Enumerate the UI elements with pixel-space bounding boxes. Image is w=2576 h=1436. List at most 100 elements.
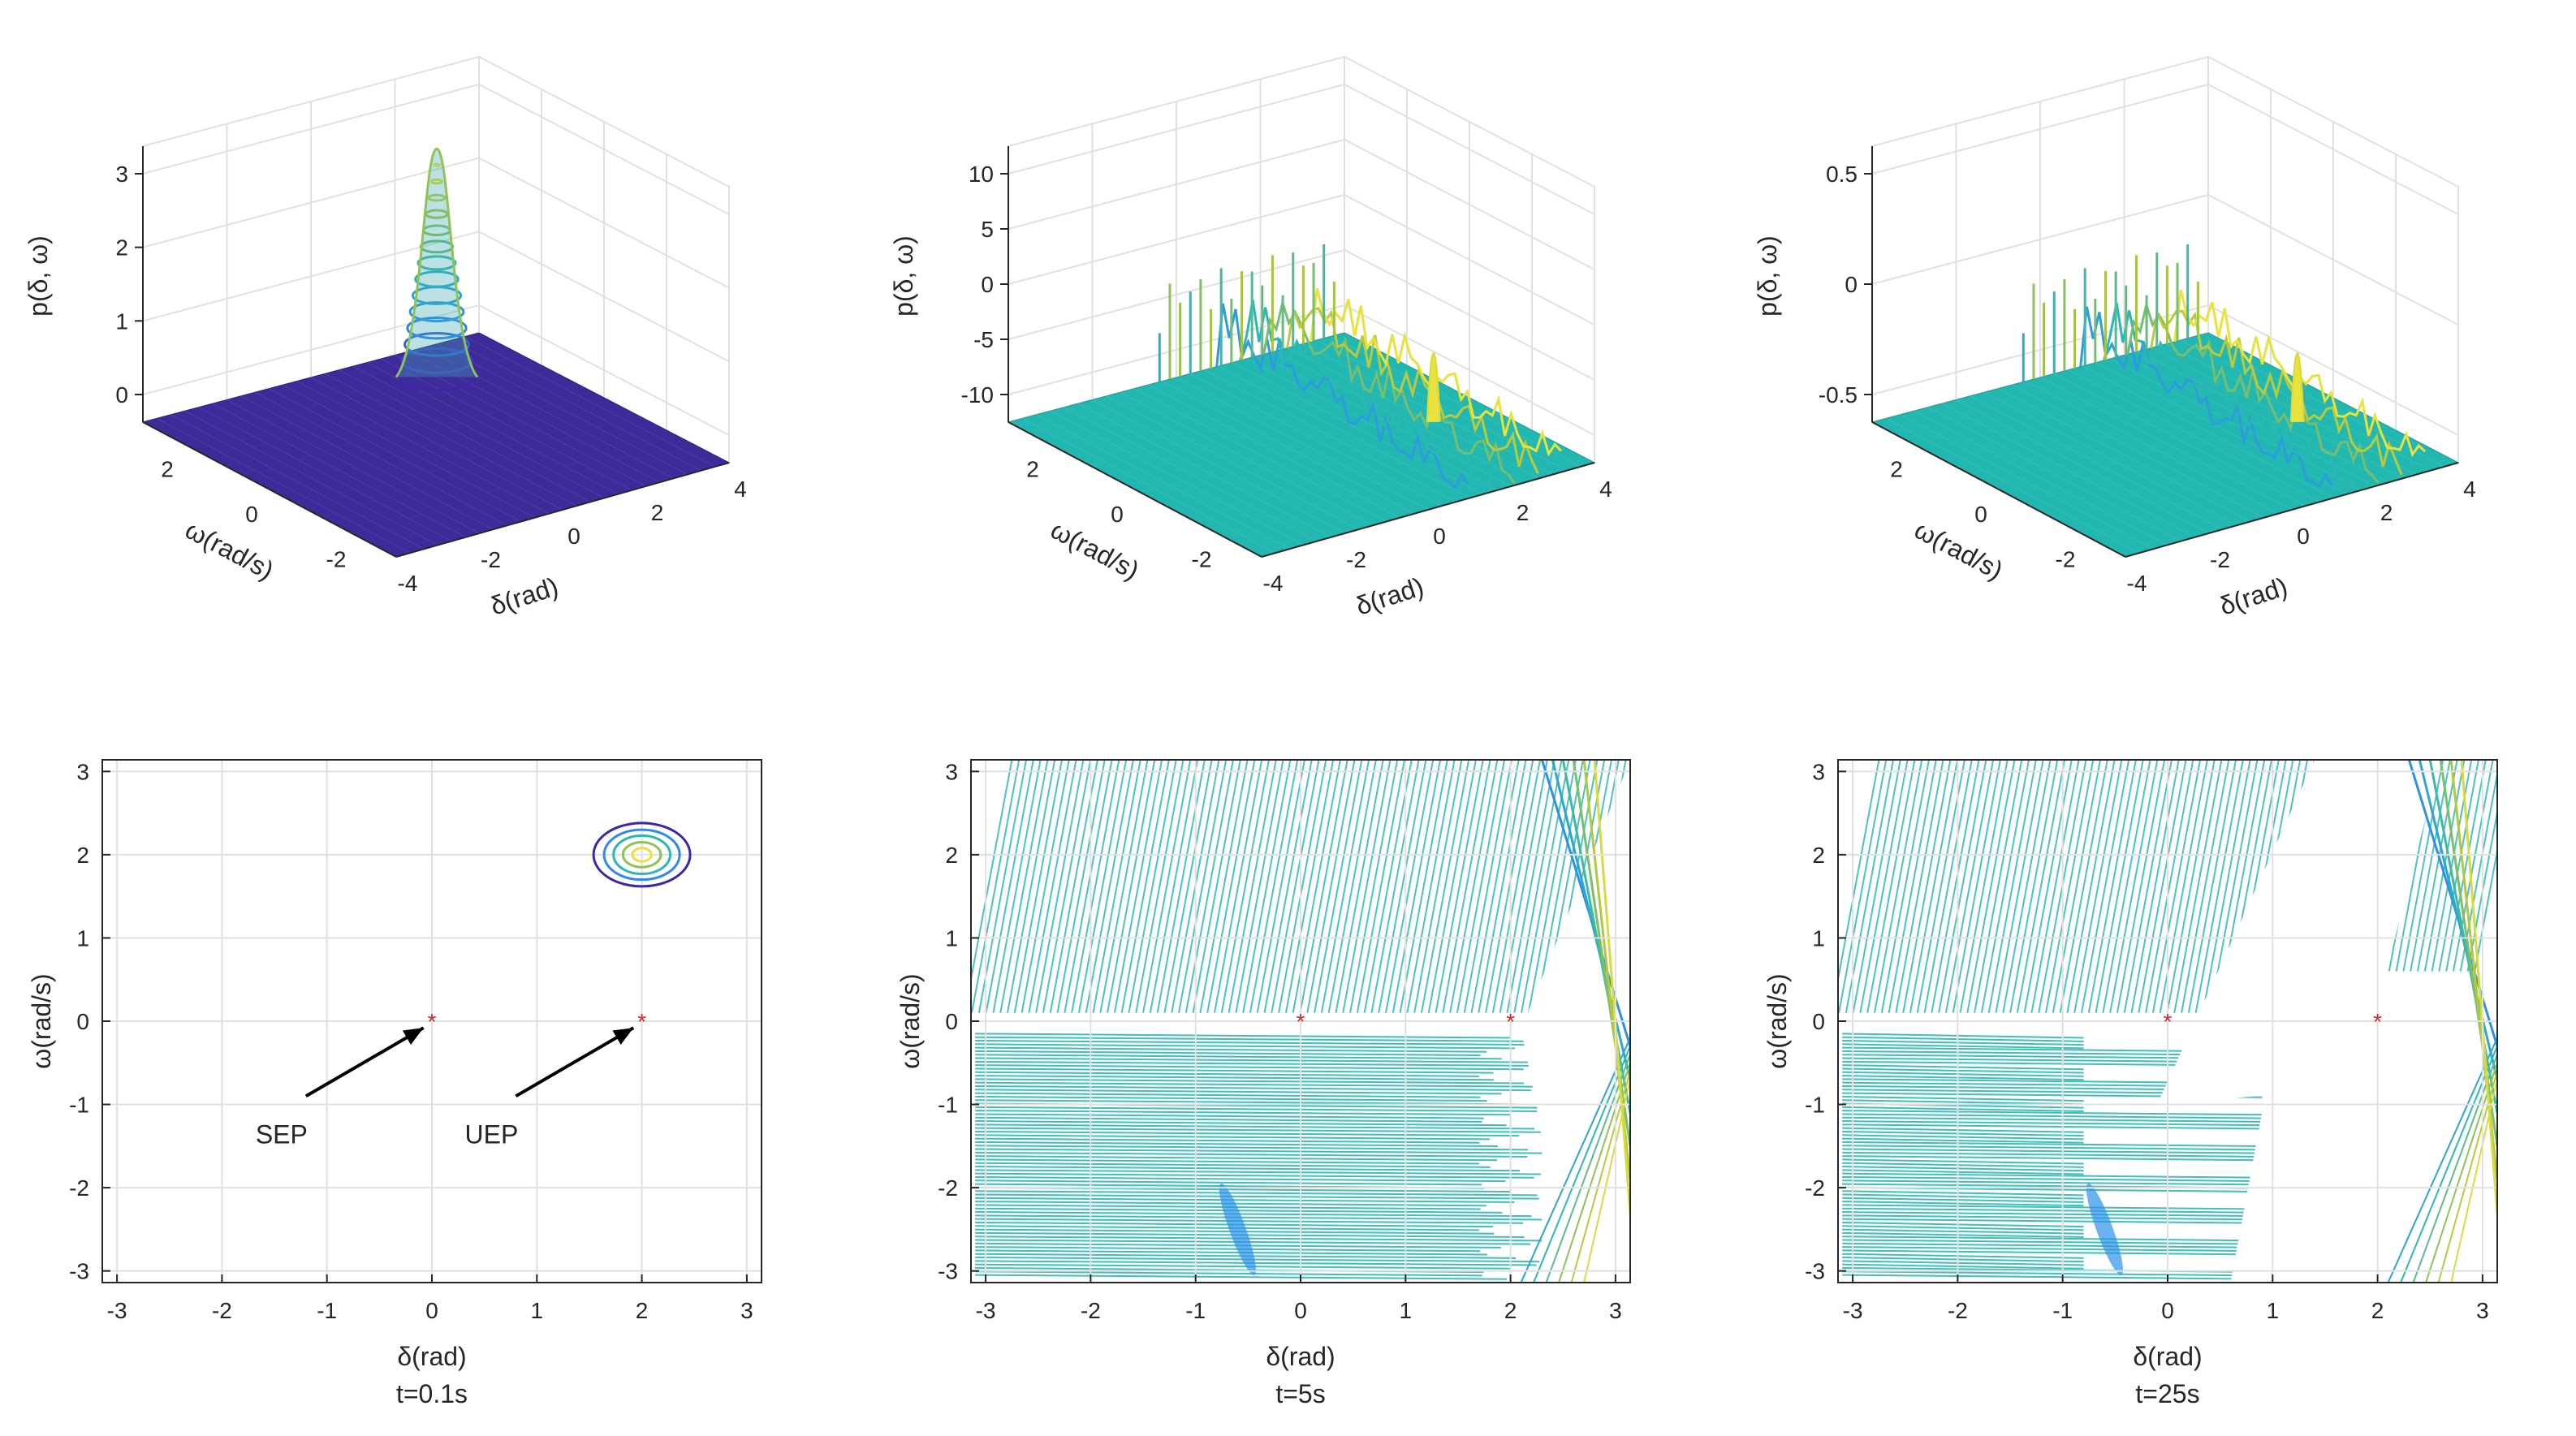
contour-strand: [1463, 760, 1512, 1013]
contour-strand: [1952, 760, 2001, 1013]
contour-streak: [1842, 1123, 2263, 1130]
contour-strand: [2437, 760, 2487, 1013]
omega-tick-label: 0: [1974, 502, 1987, 527]
contour-strand: [1071, 760, 1120, 1013]
contour-strand: [1042, 760, 1092, 1013]
surface-meshline: [2151, 347, 2403, 479]
surface-meshline: [198, 407, 452, 542]
delta-tick-label: -2: [1346, 547, 1366, 572]
contour-strand: [1335, 760, 1384, 1013]
contour-streak: [1842, 1120, 2263, 1127]
wall-gridline: [1008, 193, 1595, 326]
x-tick-label: -2: [212, 1298, 232, 1323]
contour-strand: [1966, 760, 2016, 1013]
wall-gridline: [142, 83, 730, 215]
contour-streak: [1842, 1204, 2263, 1210]
contour-streak: [1842, 1116, 2263, 1123]
contour-streak: [1842, 1228, 2084, 1235]
contour-strand: [2123, 760, 2173, 1013]
contour-strand: [1378, 760, 1427, 1013]
contour-strand: [1902, 760, 1952, 1013]
contour-strand: [1974, 760, 2023, 1013]
contour-strand: [1156, 760, 1206, 1013]
delta-tick-label: -4: [2127, 571, 2147, 596]
surface-meshline: [1120, 391, 1373, 526]
surface-ridge: [2150, 308, 2403, 476]
delta-axis-line: [2125, 462, 2459, 558]
contour-strand: [1931, 760, 1980, 1013]
annotation-label: SEP: [256, 1119, 308, 1149]
contour-strand: [1527, 760, 1577, 1013]
surface-meshline: [2012, 384, 2265, 519]
delta-tick-label: 2: [651, 500, 664, 525]
z-tick-label: 0: [115, 382, 128, 408]
contour-strand: [1521, 760, 1570, 1013]
contour-strand: [1120, 760, 1170, 1013]
contour-strand: [1491, 760, 1542, 1013]
contour-strand: [2202, 760, 2251, 1013]
contour-streak: [975, 1225, 1479, 1231]
contour-band: [2460, 760, 2497, 1213]
equilibrium-marker-uep: *: [637, 1009, 646, 1034]
contour-strand: [1228, 760, 1277, 1013]
peak-mesh-ring: [429, 178, 444, 185]
contour-strand: [1513, 760, 1563, 1013]
contour-strand: [2452, 770, 2497, 1013]
contour-streak: [975, 1036, 1538, 1042]
contour-streak: [1842, 1214, 2263, 1221]
surface-meshline: [1927, 407, 2181, 542]
wall-gridline: [142, 304, 730, 436]
omega-tick-label: -2: [2056, 546, 2076, 571]
contour-strand: [1199, 760, 1249, 1013]
contour-streak: [975, 1155, 1497, 1162]
contour-streak: [1842, 1043, 2084, 1050]
contour-band: [2387, 1037, 2497, 1283]
contour-strand: [1206, 760, 1256, 1013]
surface-ridge: [1239, 300, 1493, 489]
contour-streak: [1842, 1218, 2263, 1224]
delta-tick-label: 2: [1517, 500, 1530, 525]
contour-strand: [1449, 760, 1499, 1013]
contour-band: [2400, 1046, 2497, 1283]
surface-meshline: [352, 365, 605, 498]
contour-streak: [1842, 1239, 2263, 1245]
y-tick-label: 2: [1812, 843, 1825, 868]
contour-streak: [975, 1235, 1543, 1242]
contour-streak: [975, 1110, 1511, 1116]
contour-streak: [975, 1141, 1498, 1148]
contour-strand: [1278, 760, 1327, 1013]
surface-meshline: [1162, 381, 1415, 515]
empty-region: [2377, 971, 2497, 1055]
contour-strand: [1838, 760, 1880, 984]
peak-mesh-ring: [406, 317, 468, 340]
contour-strand: [1435, 760, 1484, 1013]
delta-axis-label: δ(rad): [487, 571, 562, 621]
peak-surface: [395, 147, 479, 378]
z-tick-label: 10: [969, 162, 994, 187]
x-tick-label: -1: [2052, 1298, 2073, 1323]
y-tick-label: -3: [938, 1259, 958, 1284]
omega-tick-label: 2: [1890, 457, 1903, 482]
contour-streak: [1842, 1141, 2263, 1148]
contour-streak: [1842, 1110, 2263, 1116]
surface-meshline: [2039, 377, 2293, 511]
surface-meshline: [464, 336, 716, 468]
contour-streak: [975, 1054, 1502, 1060]
contour-band: [1570, 1071, 1630, 1283]
contour-streak: [1842, 1260, 2084, 1266]
contour-panel-bottom-middle: * * -3 -2 -1 0 1 2 3 3 2 1 0 -1 -2 -3 δ(rad) ω(rad/s) t=5s: [895, 759, 1631, 1408]
surface-meshline: [1064, 407, 1318, 542]
surface-meshline: [1970, 395, 2223, 530]
contour-streak: [1842, 1231, 2084, 1239]
contour-strand: [1271, 760, 1320, 1013]
contour-streak: [1842, 1207, 2263, 1214]
contour-streak: [1842, 1190, 2084, 1197]
y-tick-label: 2: [76, 843, 89, 868]
contour-strand: [1113, 760, 1163, 1013]
wall-gridline: [1008, 304, 1595, 436]
contour-strand: [2059, 760, 2108, 1013]
contour-strand: [2045, 760, 2095, 1013]
contour-streak: [975, 1214, 1542, 1221]
contour-strand: [2073, 760, 2123, 1013]
contour-strand: [2016, 760, 2066, 1013]
